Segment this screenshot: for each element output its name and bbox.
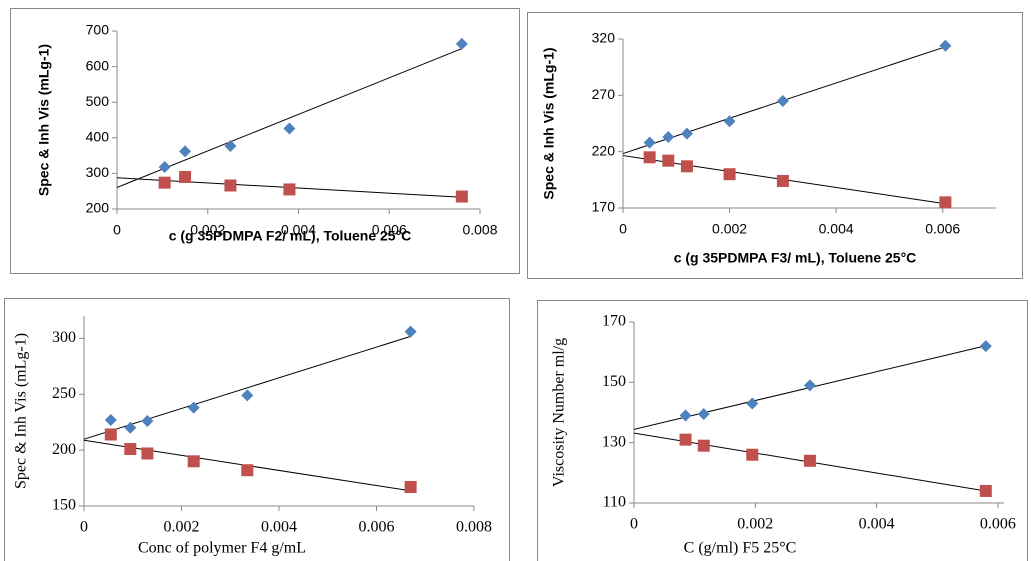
y-tick-label: 150 (52, 497, 76, 514)
x-tick-label: 0.002 (737, 516, 773, 533)
x-tick-label: 0.008 (456, 519, 492, 536)
y-tick-label: 130 (602, 433, 626, 450)
y-tick-label: 600 (86, 57, 110, 73)
data-point (723, 115, 736, 128)
data-point (939, 196, 952, 209)
y-tick-label: 250 (52, 385, 76, 402)
data-point (680, 127, 693, 140)
data-point (803, 379, 816, 392)
data-point (283, 183, 296, 196)
y-tick-label: 170 (602, 313, 626, 330)
x-tick-label: 0.002 (164, 519, 200, 536)
x-tick-label: 0.002 (712, 221, 747, 237)
data-point (179, 170, 192, 183)
data-point (283, 122, 296, 135)
data-point (776, 94, 789, 107)
panel-frame (10, 8, 520, 274)
data-point (124, 421, 137, 434)
x-tick-label: 0 (619, 221, 627, 237)
x-tick-label: 0.004 (859, 516, 895, 533)
panel-frame (537, 300, 1028, 561)
data-point (746, 397, 759, 410)
x-tick-label: 0 (80, 519, 88, 536)
data-point (241, 464, 254, 477)
data-point (697, 408, 710, 421)
y-tick-label: 270 (592, 86, 616, 102)
y-axis-title: Spec & Inh Vis (mLg-1) (541, 47, 557, 199)
y-tick-label: 700 (86, 22, 110, 38)
data-point (776, 174, 789, 187)
chart: 150 200 250 300 0 0.002 0.004 0.006 0.008 Conc of… (13, 316, 492, 557)
y-tick-label: 170 (592, 199, 616, 215)
x-tick-label: 0.006 (925, 221, 960, 237)
data-point (224, 139, 237, 152)
data-point (104, 413, 117, 426)
data-point (680, 160, 693, 173)
trendline (83, 335, 411, 440)
y-tick-label: 150 (602, 373, 626, 390)
x-tick-label: 0.004 (819, 221, 854, 237)
data-point (124, 443, 137, 455)
data-point (643, 136, 656, 149)
x-tick-label: 0.004 (281, 222, 316, 238)
x-tick-label: 0.006 (359, 519, 395, 536)
x-axis-title: c (g 35PDMPA F2/ mL), Toluene 25°C (169, 228, 412, 244)
data-point (179, 145, 192, 158)
data-point (697, 439, 710, 452)
y-tick-label: 500 (86, 93, 110, 109)
y-tick-label: 110 (603, 494, 626, 511)
x-tick-label: 0.006 (980, 516, 1016, 533)
chart: 200 300 400 500 600 700 0 0.002 0.004 0.006 0.008 c… (36, 22, 498, 244)
data-point (679, 409, 692, 422)
data-point (455, 37, 468, 50)
data-point (662, 131, 675, 144)
y-axis-title: Spec & Inh Vis (mLg-1) (36, 44, 52, 196)
data-point (158, 176, 171, 189)
y-tick-label: 200 (52, 441, 76, 458)
data-point (455, 190, 468, 203)
data-point (746, 448, 759, 461)
data-point (979, 340, 992, 353)
data-point (241, 389, 254, 402)
data-point (939, 39, 952, 52)
data-point (723, 168, 736, 181)
data-point (158, 160, 171, 173)
panel-frame (527, 12, 1023, 279)
y-axis-title: Spec & Inh Vis (mLg-1) (13, 333, 30, 489)
y-tick-label: 300 (86, 164, 110, 180)
x-tick-label: 0.002 (190, 222, 225, 238)
data-point (104, 428, 117, 441)
y-tick-label: 200 (86, 200, 110, 216)
data-point (187, 455, 200, 468)
data-point (141, 447, 154, 460)
y-tick-label: 320 (592, 30, 616, 46)
data-point (643, 151, 656, 164)
y-tick-label: 400 (86, 129, 110, 145)
chart: 170 220 270 320 0 0.002 0.004 0.006 c (g 35PDMPA… (541, 30, 996, 266)
x-tick-label: 0.004 (261, 519, 297, 536)
x-axis-title: C (g/ml) F5 25°C (684, 540, 797, 557)
x-tick-label: 0.008 (462, 222, 497, 238)
data-point (404, 481, 417, 493)
x-tick-label: 0 (113, 222, 121, 238)
x-axis-title: Conc of polymer F4 g/mL (138, 540, 306, 557)
chart: 110 130 150 170 0 0.002 0.004 0.006 C (g/ml) F5 … (551, 313, 1016, 557)
trendline (116, 48, 463, 188)
data-point (187, 401, 200, 414)
data-point (679, 433, 692, 446)
data-point (404, 325, 417, 338)
data-point (979, 484, 992, 497)
data-point (662, 154, 675, 167)
x-axis-title: c (g 35PDMPA F3/ mL), Toluene 25°C (674, 250, 917, 266)
x-tick-label: 0.006 (372, 222, 407, 238)
data-point (803, 454, 816, 467)
x-tick-label: 0 (630, 516, 638, 533)
data-point (224, 179, 237, 192)
y-tick-label: 300 (52, 329, 76, 346)
y-axis-title: Viscosity Number ml/g (551, 338, 568, 487)
y-tick-label: 220 (592, 142, 616, 158)
data-point (141, 415, 154, 428)
panel-frame (4, 298, 510, 561)
